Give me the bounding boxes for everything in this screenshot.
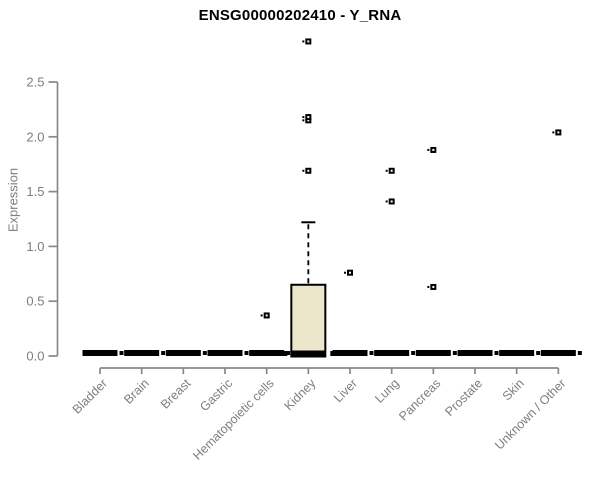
outlier-point-center [390, 169, 393, 172]
zero-box-cap [536, 351, 541, 355]
outlier-dash [260, 314, 263, 317]
zero-box [82, 350, 118, 356]
y-tick-label: 2.5 [26, 75, 44, 90]
zero-box-cap [494, 351, 499, 355]
zero-box [457, 350, 493, 356]
y-tick-label: 1.0 [26, 239, 44, 254]
x-category-label: Hematopoietic cells [190, 376, 277, 463]
y-tick-label: 2.0 [26, 129, 44, 144]
zero-box [332, 350, 368, 356]
outlier-dash [302, 119, 305, 122]
chart-title: ENSG00000202410 - Y_RNA [198, 7, 402, 24]
zero-box [165, 350, 201, 356]
zero-box-cap [369, 351, 374, 355]
outlier-dash [385, 200, 388, 203]
y-tick-label: 0.5 [26, 294, 44, 309]
outlier-point-center [432, 148, 435, 151]
zero-box-cap [577, 351, 582, 355]
zero-box [249, 350, 285, 356]
x-category-label: Breast [158, 376, 194, 412]
zero-box [124, 350, 160, 356]
outlier-point-center [307, 119, 310, 122]
zero-box [499, 350, 535, 356]
y-tick-label: 0.0 [26, 349, 44, 364]
y-tick-label: 1.5 [26, 184, 44, 199]
outlier-dash [302, 116, 305, 119]
x-category-label: Pancreas [396, 376, 443, 423]
outlier-dash [344, 271, 347, 274]
outlier-dash [552, 131, 555, 134]
outlier-dash [302, 40, 305, 43]
outlier-point-center [557, 131, 560, 134]
x-category-label: Liver [331, 376, 360, 405]
outlier-point-center [307, 40, 310, 43]
outlier-point-center [265, 314, 268, 317]
outlier-point-center [349, 271, 352, 274]
outlier-dash [385, 169, 388, 172]
box [290, 283, 327, 358]
zero-box-cap [244, 351, 249, 355]
outlier-dash [427, 148, 430, 151]
outlier-point-center [307, 116, 310, 119]
x-category-label: Unknown / Other [492, 376, 568, 452]
zero-box [415, 350, 451, 356]
x-category-label: Bladder [70, 376, 110, 416]
zero-box [374, 350, 410, 356]
outlier-dash [427, 285, 430, 288]
zero-box-cap [202, 351, 207, 355]
zero-box-cap [282, 351, 288, 356]
x-category-label: Prostate [442, 376, 485, 419]
x-category-label: Skin [500, 376, 527, 403]
outlier-point-center [432, 285, 435, 288]
x-category-label: Kidney [282, 376, 319, 413]
zero-box [540, 350, 576, 356]
outlier-point-center [307, 169, 310, 172]
zero-box [207, 350, 243, 356]
zero-box-cap [161, 351, 166, 355]
x-category-label: Lung [372, 376, 402, 406]
median-line [291, 350, 326, 357]
outlier-dash [302, 169, 305, 172]
zero-box-cap [119, 351, 124, 355]
outlier-point-center [390, 200, 393, 203]
zero-box-cap [286, 351, 291, 355]
zero-box-cap [452, 351, 457, 355]
x-category-label: Gastric [197, 376, 235, 414]
zero-box-cap [411, 351, 416, 355]
x-category-label: Brain [121, 376, 152, 407]
